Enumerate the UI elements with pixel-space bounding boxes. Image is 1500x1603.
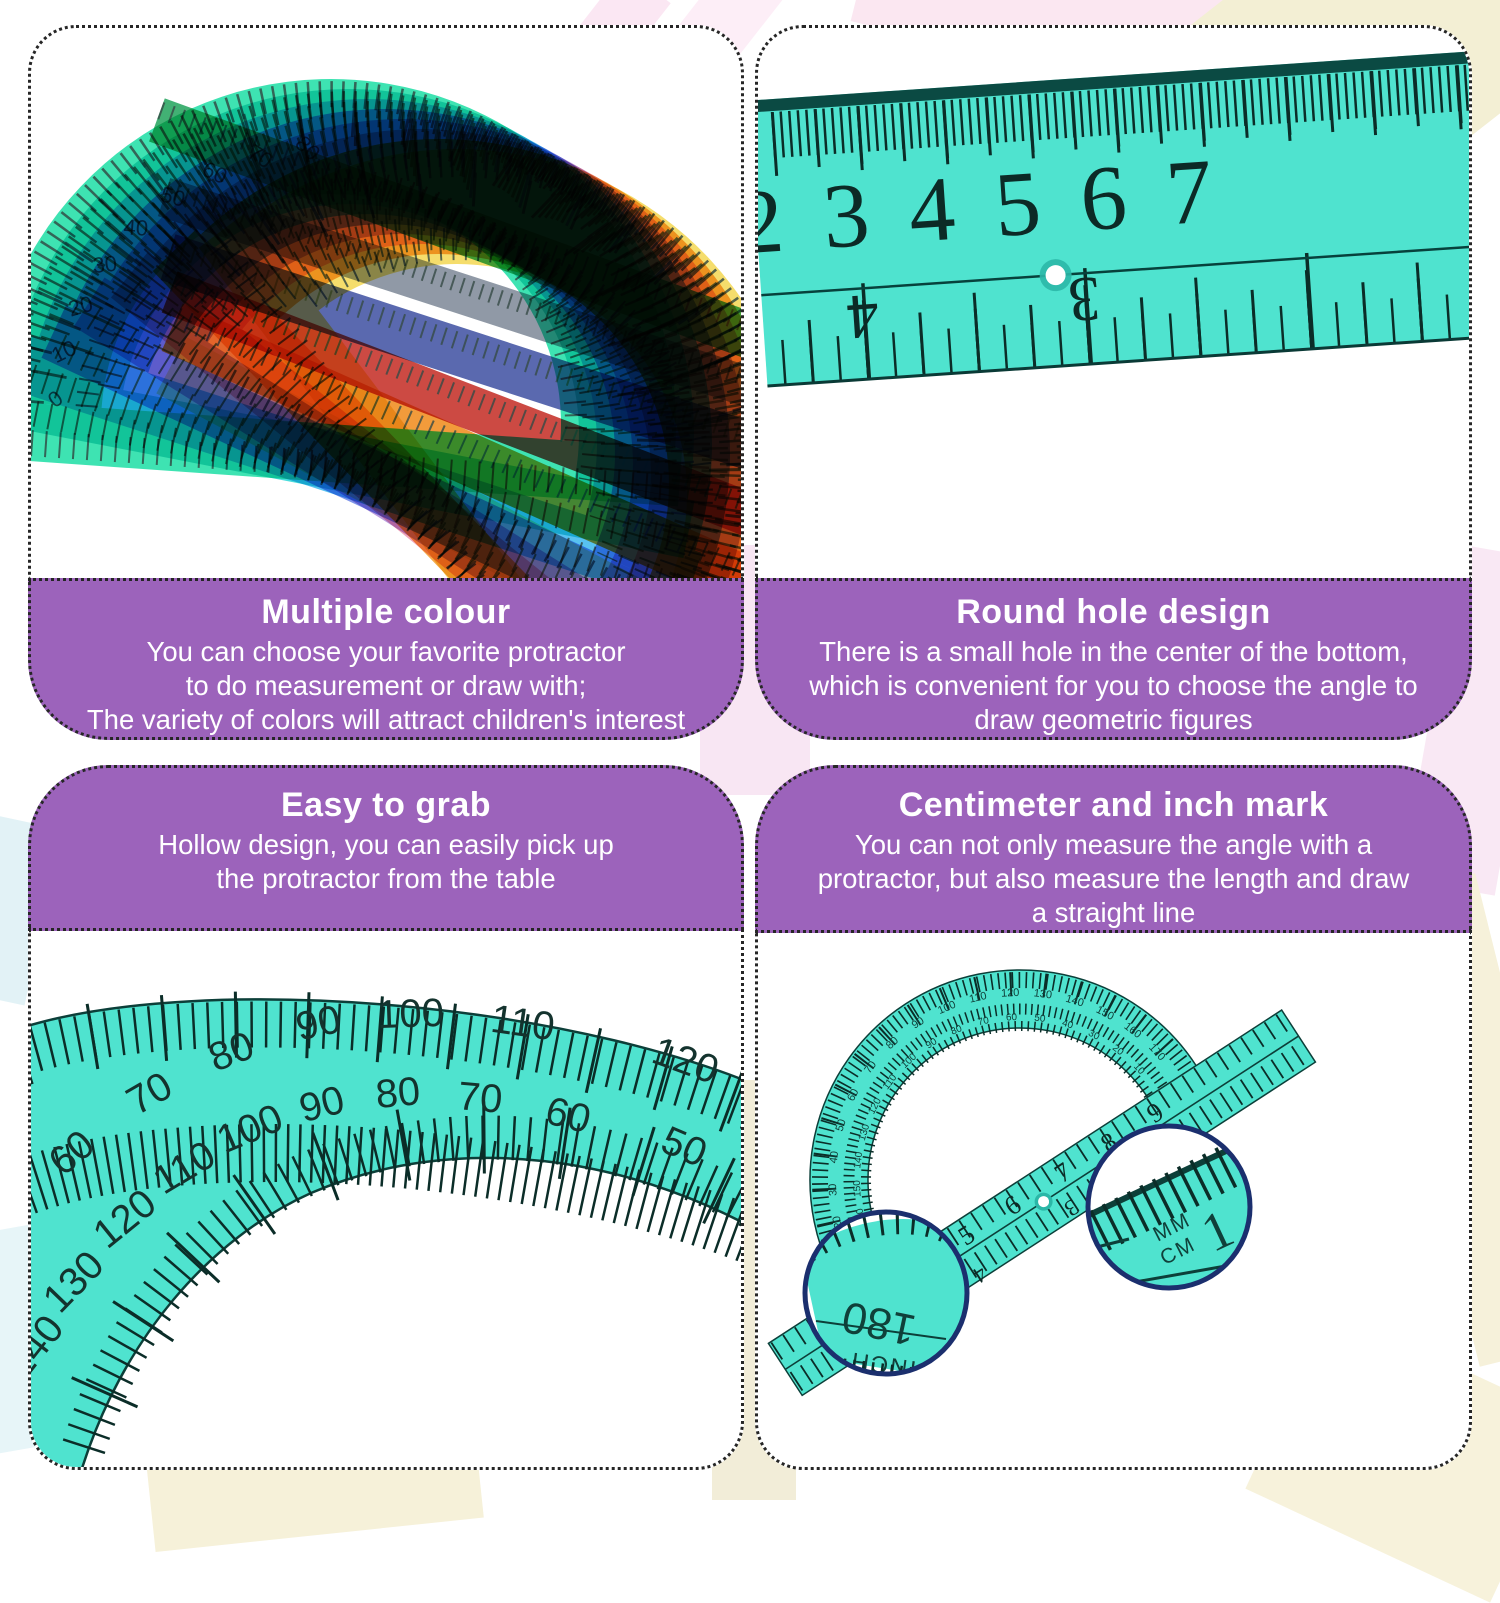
banner-title: Round hole design xyxy=(956,593,1271,631)
svg-text:30: 30 xyxy=(827,1183,840,1196)
ruler-center-line xyxy=(761,240,1469,297)
svg-text:110: 110 xyxy=(968,990,988,1006)
ruler-strip-steel xyxy=(157,178,741,482)
svg-text:60: 60 xyxy=(1006,1012,1018,1024)
photo-protractor-fan: 0 10 20 30 40 50 60 70 80 xyxy=(28,25,744,581)
svg-text:130: 130 xyxy=(1033,987,1053,1001)
ruler-strip-navy xyxy=(160,234,741,546)
banner-text-line: a straight line xyxy=(1031,897,1196,928)
magnifier-right-ring xyxy=(1085,1123,1253,1291)
panel-multiple-colour: 0 10 20 30 40 50 60 70 80 xyxy=(28,25,744,740)
panel-centimeter-inch-mark: Centimeter and inch mark You can not onl… xyxy=(755,765,1472,1470)
svg-text:70: 70 xyxy=(456,1074,504,1122)
svg-text:40: 40 xyxy=(828,1150,841,1164)
banner-text-line: the protractor from the table xyxy=(216,863,556,894)
panel-round-hole-design: 2 3 4 5 6 7 4 3 Round h xyxy=(755,25,1472,740)
svg-text:3: 3 xyxy=(820,163,873,268)
svg-text:80: 80 xyxy=(374,1069,422,1117)
photo-protractor-arc-closeup: 60 70 80 90 100 110 120 140 130 120 110 … xyxy=(28,927,744,1470)
banner-centimeter-inch-mark: Centimeter and inch mark You can not onl… xyxy=(755,765,1472,933)
teal-arc-band xyxy=(31,999,741,1467)
arc-inner-degree-labels: 140 130 120 110 100 90 80 70 60 50 xyxy=(31,1069,713,1387)
svg-text:70: 70 xyxy=(862,1059,879,1076)
ruler-strip-red xyxy=(161,271,741,579)
banner-text-line: protractor, but also measure the length … xyxy=(817,863,1410,894)
ruler-cm-numbers: 2 3 4 5 6 7 xyxy=(758,139,1216,273)
panel-easy-to-grab: Easy to grab Hollow design, you can easi… xyxy=(28,765,744,1470)
svg-text:130: 130 xyxy=(857,1122,873,1142)
svg-text:50: 50 xyxy=(1034,1013,1047,1025)
ruler-strip-green xyxy=(149,98,741,436)
svg-text:50: 50 xyxy=(834,1118,849,1133)
banner-text-line: Hollow design, you can easily pick up xyxy=(158,829,614,860)
svg-text:150: 150 xyxy=(852,1179,864,1197)
svg-text:90: 90 xyxy=(910,1015,927,1032)
svg-text:40: 40 xyxy=(1061,1018,1075,1032)
banner-easy-to-grab: Easy to grab Hollow design, you can easi… xyxy=(28,765,744,931)
svg-text:4: 4 xyxy=(905,157,958,262)
svg-text:4: 4 xyxy=(845,280,882,353)
ruler-tick-marks xyxy=(758,60,1469,388)
ruler-bottom-edge xyxy=(767,331,1469,388)
protractor-fan-illustration: 0 10 20 30 40 50 60 70 80 xyxy=(31,79,741,579)
banner-text-line: which is convenient for you to choose th… xyxy=(809,670,1418,701)
photo-protractor-with-magnifiers: 10 20 30 40 50 60 70 80 90 100 110 120 1… xyxy=(755,930,1472,1470)
ruler-inch-numbers-inverted: 4 3 xyxy=(845,263,1103,353)
svg-text:90: 90 xyxy=(295,1077,349,1130)
protractor-arc-illustration: 60 70 80 90 100 110 120 140 130 120 110 … xyxy=(31,991,741,1467)
arc-tick-marks xyxy=(31,991,741,1467)
svg-text:60: 60 xyxy=(541,1088,595,1141)
svg-text:6: 6 xyxy=(1077,145,1130,250)
ruler-top-bevel xyxy=(758,47,1469,113)
teal-ruler-band: 2 3 4 5 6 7 4 3 xyxy=(758,47,1469,388)
banner-text-line: The variety of colors will attract child… xyxy=(86,704,686,735)
banner-multiple-colour: Multiple colour You can choose your favo… xyxy=(28,578,744,740)
protractor-outer-degree-labels: 10 20 30 40 50 60 70 80 90 100 110 120 1… xyxy=(827,987,1167,1261)
arc-outer-edge xyxy=(31,998,741,1081)
banner-title: Easy to grab xyxy=(280,786,492,824)
ruler-strip-pale-yellow xyxy=(156,336,741,579)
magnifier-right: MM CM 1 C xyxy=(1085,1123,1253,1291)
protractor-arc-ticks xyxy=(812,972,1195,1294)
banner-text-line: to do measurement or draw with; xyxy=(185,670,587,701)
svg-text:60: 60 xyxy=(845,1087,861,1103)
ruler-closeup-illustration: 2 3 4 5 6 7 4 3 xyxy=(758,47,1469,388)
svg-text:7: 7 xyxy=(1163,139,1216,244)
arc-inner-edge xyxy=(81,1156,741,1467)
svg-text:3: 3 xyxy=(1066,263,1103,336)
protractor-magnifier-illustration: 10 20 30 40 50 60 70 80 90 100 110 120 1… xyxy=(767,969,1317,1397)
svg-text:120: 120 xyxy=(1001,987,1020,1000)
banner-text-line: draw geometric figures xyxy=(974,704,1253,735)
banner-text-line: You can not only measure the angle with … xyxy=(854,829,1373,860)
svg-text:140: 140 xyxy=(852,1151,865,1169)
banner-text-line: You can choose your favorite protractor xyxy=(146,636,626,667)
banner-round-hole-design: Round hole design There is a small hole … xyxy=(755,578,1472,740)
svg-text:90: 90 xyxy=(292,997,345,1049)
bar-hole xyxy=(1038,1196,1050,1208)
svg-text:80: 80 xyxy=(949,1023,964,1038)
magnifier-left-ring xyxy=(802,1209,970,1377)
banner-title: Centimeter and inch mark xyxy=(898,786,1329,824)
photo-ruler-closeup: 2 3 4 5 6 7 4 3 xyxy=(755,25,1472,581)
round-hole xyxy=(1039,259,1072,292)
svg-text:5: 5 xyxy=(991,151,1044,256)
svg-text:100: 100 xyxy=(376,991,444,1037)
svg-text:110: 110 xyxy=(488,997,557,1049)
banner-text-line: There is a small hole in the center of t… xyxy=(819,636,1408,667)
banner-title: Multiple colour xyxy=(261,593,511,631)
ruler-strip-orange xyxy=(161,303,741,579)
svg-text:70: 70 xyxy=(977,1015,991,1028)
svg-text:140: 140 xyxy=(1064,993,1085,1010)
svg-text:30: 30 xyxy=(1086,1028,1101,1043)
